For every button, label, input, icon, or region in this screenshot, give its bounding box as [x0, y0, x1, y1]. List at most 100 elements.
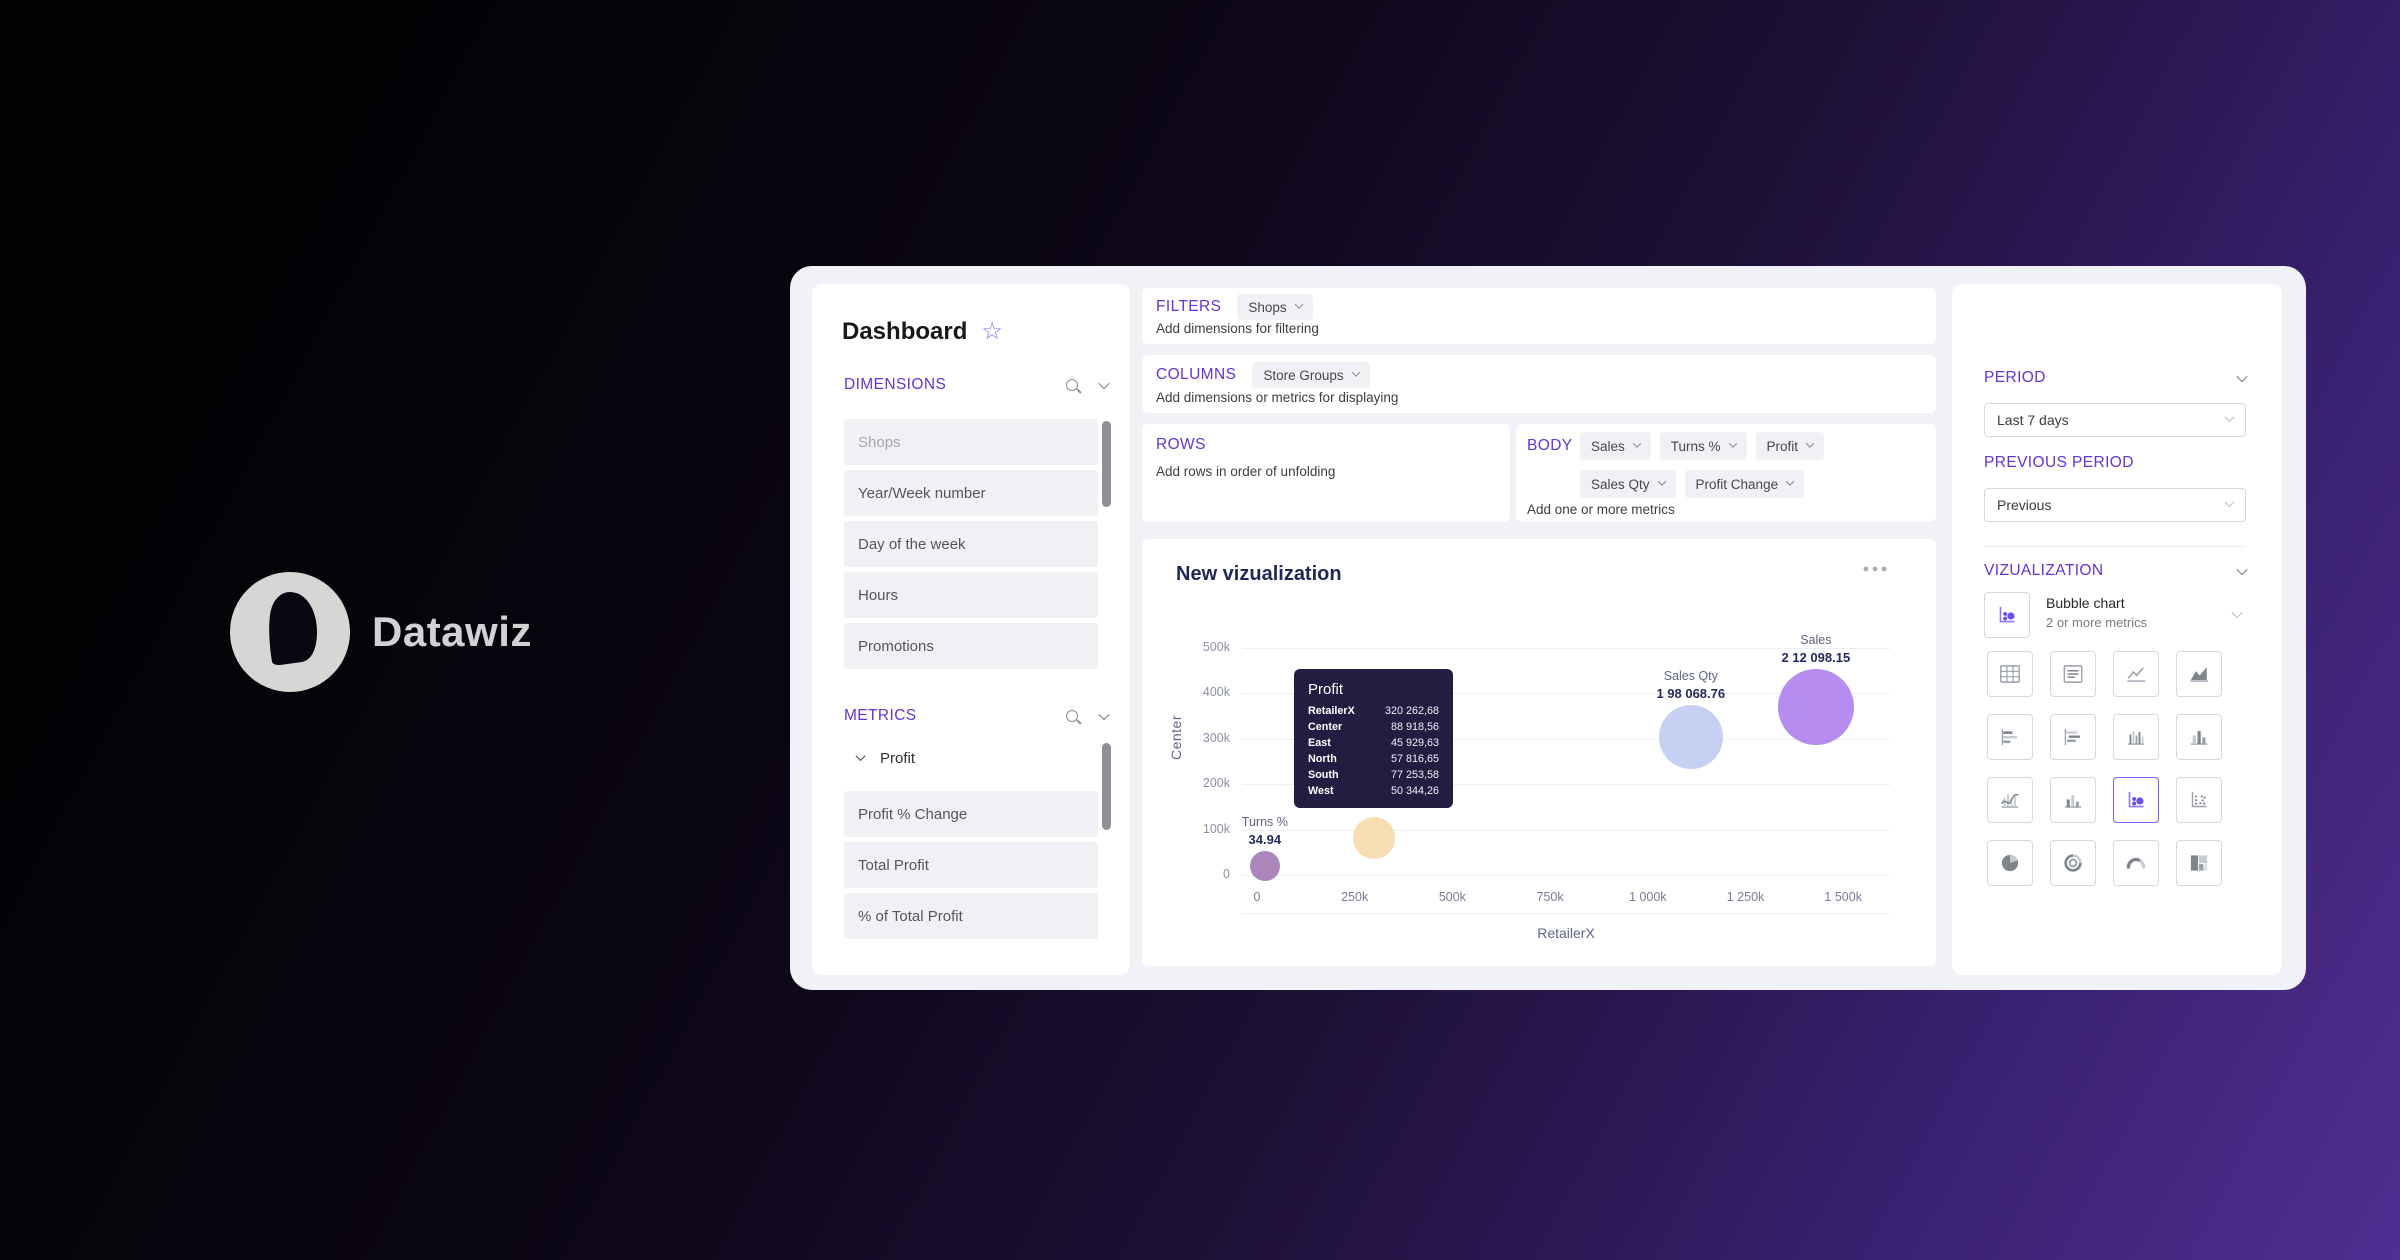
- chevron-down-icon[interactable]: [1098, 708, 1110, 721]
- divider: [1984, 546, 2246, 547]
- bubble-turns-[interactable]: [1249, 850, 1280, 881]
- chart-card: New vizualization ●●● Center 0 100k 200k 30…: [1142, 539, 1936, 966]
- bubble-sales[interactable]: [1777, 669, 1854, 746]
- tooltip-row-label: RetailerX: [1308, 705, 1355, 717]
- chevron-down-icon[interactable]: [2231, 606, 2243, 619]
- x-tick-label: 1 250k: [1726, 890, 1765, 904]
- treemap-chart-icon: [2190, 855, 2208, 871]
- tooltip-row-value: 77 253,58: [1390, 769, 1439, 781]
- gridline: [1242, 648, 1890, 649]
- chip-label: Profit: [1766, 438, 1799, 454]
- sidebar: Dashboard ☆ DIMENSIONS Shops Year/Week nu…: [812, 284, 1130, 975]
- x-tick-label: 750k: [1536, 890, 1564, 904]
- chip-profit[interactable]: Profit: [1755, 432, 1825, 460]
- tooltip-row: North 57 816,65: [1308, 751, 1439, 767]
- tooltip-title: Profit: [1308, 681, 1344, 698]
- report-card-icon: [2063, 665, 2083, 683]
- dimensions-section-header: DIMENSIONS: [844, 376, 1110, 394]
- settings-panel: PERIOD Last 7 days PREVIOUS PERIOD Previ…: [1952, 284, 2282, 975]
- chevron-down-icon: [1632, 438, 1642, 448]
- bubble-value-label: 2 12 098.15: [1781, 650, 1851, 666]
- gridline: [1242, 784, 1890, 786]
- scatter-plot-icon: [2191, 791, 2207, 808]
- metric-item[interactable]: Profit % Change: [844, 791, 1098, 837]
- viz-option-column-chart[interactable]: [2176, 714, 2222, 760]
- chip-turns-[interactable]: Turns %: [1659, 432, 1747, 460]
- chevron-down-icon: [1657, 476, 1666, 486]
- viz-option-table-chart[interactable]: [1987, 651, 2033, 697]
- viz-option-radial-chart[interactable]: [2050, 840, 2096, 886]
- chip-store-groups[interactable]: Store Groups: [1252, 362, 1370, 388]
- chevron-down-icon: [2224, 412, 2235, 423]
- dashboard-window: Dashboard ☆ DIMENSIONS Shops Year/Week nu…: [790, 266, 2306, 990]
- search-icon[interactable]: [1066, 710, 1078, 722]
- search-icon[interactable]: [1066, 379, 1078, 391]
- dimension-item[interactable]: Day of the week: [844, 521, 1098, 567]
- dimension-item[interactable]: Shops: [844, 419, 1098, 465]
- viz-option-line-chart[interactable]: [2113, 651, 2159, 697]
- viz-option-bar-horizontal-stacked[interactable]: [2050, 714, 2096, 760]
- viz-option-scatter-plot[interactable]: [2176, 777, 2222, 823]
- metrics-list: Profit % Change Total Profit % of Total Pr…: [844, 791, 1098, 939]
- column-chart-2-icon: [2064, 795, 2082, 808]
- dimension-item[interactable]: Year/Week number: [844, 470, 1098, 516]
- x-tick-label: 500k: [1438, 890, 1466, 904]
- period-select[interactable]: Last 7 days: [1984, 403, 2246, 437]
- previous-period-header-label: PREVIOUS PERIOD: [1984, 454, 2134, 471]
- viz-option-gauge-chart[interactable]: [2113, 840, 2159, 886]
- metric-group-profit[interactable]: Profit: [855, 750, 915, 767]
- viz-option-combo-chart[interactable]: [1987, 777, 2033, 823]
- bubble-sales-qty[interactable]: [1658, 704, 1723, 769]
- dimensions-list: Shops Year/Week number Day of the week Hour…: [844, 419, 1098, 669]
- selected-visualization-sublabel: 2 or more metrics: [2046, 615, 2148, 630]
- chip-sales[interactable]: Sales: [1580, 432, 1651, 460]
- x-tick-label: 1 500k: [1824, 890, 1862, 904]
- filters-hint: Add dimensions for filtering: [1156, 321, 1319, 336]
- chip-sales-qty[interactable]: Sales Qty: [1580, 470, 1676, 498]
- chevron-down-icon: [1728, 438, 1737, 448]
- area-chart-icon: [2190, 667, 2209, 682]
- previous-period-select[interactable]: Previous: [1984, 488, 2246, 522]
- chevron-down-icon[interactable]: [2236, 370, 2248, 383]
- more-options-icon[interactable]: ●●●: [1862, 563, 1890, 575]
- metric-item[interactable]: Total Profit: [844, 842, 1098, 888]
- visualization-type-grid: [1987, 651, 2222, 886]
- viz-option-column-chart-2[interactable]: [2050, 777, 2096, 823]
- dimension-item[interactable]: Promotions: [844, 623, 1098, 669]
- bubble-chart-icon: [2128, 791, 2144, 808]
- combo-chart-icon: [2001, 793, 2019, 808]
- chip-label: Profit Change: [1695, 476, 1779, 492]
- dimensions-scrollbar[interactable]: [1102, 421, 1111, 507]
- y-tick-label: 200k: [1202, 776, 1230, 791]
- y-tick-label: 0: [1223, 867, 1230, 881]
- viz-option-pie-chart[interactable]: [1987, 840, 2033, 886]
- chip-shops[interactable]: Shops: [1237, 294, 1313, 320]
- bubble-name-label: Sales Qty: [1663, 668, 1718, 683]
- period-header-label: PERIOD: [1984, 369, 2046, 386]
- metrics-scrollbar[interactable]: [1102, 743, 1111, 830]
- tooltip-row-label: North: [1308, 753, 1337, 765]
- x-axis-line: [1242, 913, 1890, 914]
- chevron-down-icon[interactable]: [2236, 563, 2248, 576]
- favorite-star-icon[interactable]: ☆: [981, 318, 1003, 345]
- gridline: [1242, 693, 1890, 695]
- chip-profit-change[interactable]: Profit Change: [1684, 470, 1805, 498]
- viz-option-treemap-chart[interactable]: [2176, 840, 2222, 886]
- viz-option-bubble-chart[interactable]: [2113, 777, 2159, 823]
- bubble-chart-icon: [1999, 606, 2015, 623]
- y-tick-label: 100k: [1202, 821, 1230, 836]
- viz-option-area-chart[interactable]: [2176, 651, 2222, 697]
- visualization-header-row: VIZUALIZATION: [1984, 562, 2248, 580]
- brand: Datawiz: [230, 572, 532, 692]
- gauge-chart-icon: [2126, 857, 2146, 869]
- period-select-value: Last 7 days: [1997, 412, 2069, 428]
- selected-visualization-icon-box[interactable]: [1984, 592, 2030, 638]
- bubble-profit[interactable]: [1353, 816, 1396, 859]
- dimension-item[interactable]: Hours: [844, 572, 1098, 618]
- metric-item[interactable]: % of Total Profit: [844, 893, 1098, 939]
- viz-option-column-thin[interactable]: [2113, 714, 2159, 760]
- viz-option-report-card[interactable]: [2050, 651, 2096, 697]
- viz-option-bar-horizontal[interactable]: [1987, 714, 2033, 760]
- chevron-down-icon[interactable]: [1098, 377, 1110, 390]
- radial-chart-icon: [2064, 854, 2082, 872]
